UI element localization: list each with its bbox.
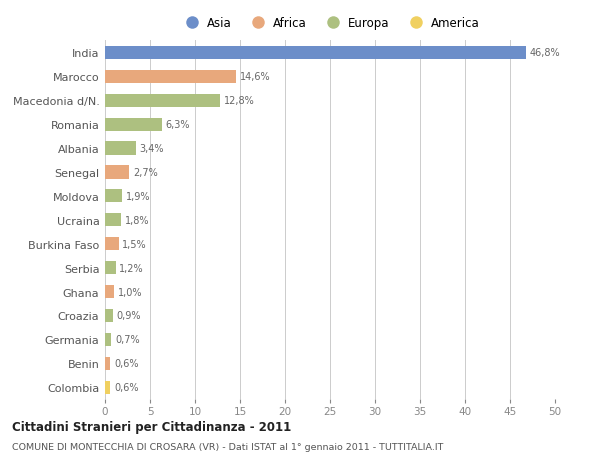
Bar <box>105 357 110 370</box>
Text: 0,9%: 0,9% <box>116 311 141 321</box>
Text: 6,3%: 6,3% <box>166 120 190 130</box>
Bar <box>105 333 112 346</box>
Bar <box>105 118 162 131</box>
Bar <box>105 238 119 251</box>
Text: 12,8%: 12,8% <box>224 96 254 106</box>
Bar <box>105 166 130 179</box>
Text: 1,9%: 1,9% <box>126 191 150 202</box>
Text: 0,7%: 0,7% <box>115 335 140 345</box>
Bar <box>105 214 121 227</box>
Bar <box>105 262 116 274</box>
Bar <box>105 142 136 155</box>
Bar <box>105 95 220 107</box>
Bar <box>105 47 526 60</box>
Text: 1,8%: 1,8% <box>125 215 149 225</box>
Bar <box>105 190 122 203</box>
Legend: Asia, Africa, Europa, America: Asia, Africa, Europa, America <box>178 15 482 33</box>
Text: 1,2%: 1,2% <box>119 263 144 273</box>
Text: 46,8%: 46,8% <box>530 48 560 58</box>
Text: 2,7%: 2,7% <box>133 168 158 178</box>
Bar <box>105 381 110 394</box>
Text: 3,4%: 3,4% <box>139 144 164 154</box>
Text: 14,6%: 14,6% <box>240 72 271 82</box>
Bar <box>105 285 114 298</box>
Text: 1,0%: 1,0% <box>118 287 142 297</box>
Text: Cittadini Stranieri per Cittadinanza - 2011: Cittadini Stranieri per Cittadinanza - 2… <box>12 420 291 433</box>
Text: 1,5%: 1,5% <box>122 239 147 249</box>
Text: COMUNE DI MONTECCHIA DI CROSARA (VR) - Dati ISTAT al 1° gennaio 2011 - TUTTITALI: COMUNE DI MONTECCHIA DI CROSARA (VR) - D… <box>12 442 443 451</box>
Text: 0,6%: 0,6% <box>114 382 139 392</box>
Bar <box>105 71 236 84</box>
Text: 0,6%: 0,6% <box>114 358 139 369</box>
Bar <box>105 309 113 322</box>
